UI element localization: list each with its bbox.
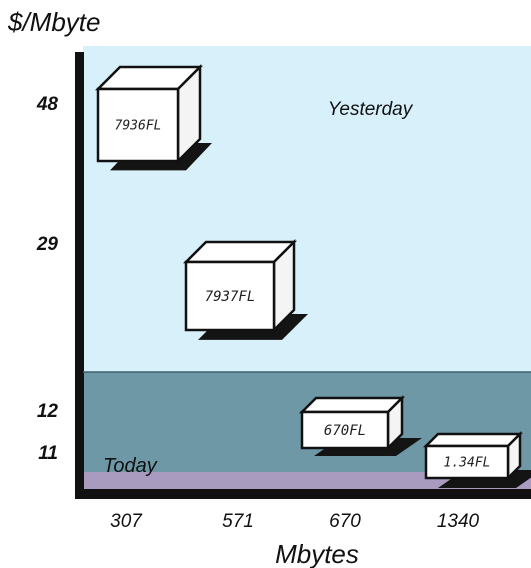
box-front-face — [424, 444, 510, 480]
point-label: 7936FL — [115, 119, 162, 134]
data-point-670fl: 670FL — [298, 394, 422, 456]
box-top-face — [422, 432, 524, 448]
y-tick-labels: 48 29 12 11 — [36, 94, 59, 464]
box-top-face — [298, 396, 406, 414]
x-axis-label: Mbytes — [275, 539, 359, 568]
y-axis-bar — [75, 52, 84, 492]
data-point-7936fl: 7936FL — [94, 63, 212, 171]
y-tick-label: 48 — [36, 94, 59, 115]
y-tick-label: 29 — [36, 234, 59, 255]
point-label: 670FL — [324, 423, 366, 439]
y-tick-label: 12 — [37, 401, 59, 422]
point-label: 7937FL — [205, 289, 256, 305]
x-tick-label: 1340 — [437, 511, 480, 532]
region-label-today: Today — [103, 455, 158, 477]
box-front-face — [184, 260, 276, 332]
box-front-face — [96, 87, 180, 163]
x-axis-bar — [75, 489, 531, 499]
data-points: 7936FL 7937FL 670FL 1.34FL — [94, 63, 531, 488]
box-front-face — [300, 410, 390, 450]
data-point-134fl: 1.34FL — [422, 430, 531, 488]
x-tick-label: 670 — [329, 511, 361, 532]
y-tick-label: 11 — [38, 443, 58, 464]
today-band — [83, 472, 531, 490]
y-axis-label: $/Mbyte — [7, 7, 101, 37]
point-label: 1.34FL — [444, 456, 491, 471]
region-label-yesterday: Yesterday — [328, 99, 414, 120]
x-tick-labels: 307 571 670 1340 — [110, 511, 479, 532]
data-point-7937fl: 7937FL — [182, 238, 308, 340]
x-tick-label: 571 — [222, 511, 254, 532]
x-tick-label: 307 — [110, 511, 143, 532]
